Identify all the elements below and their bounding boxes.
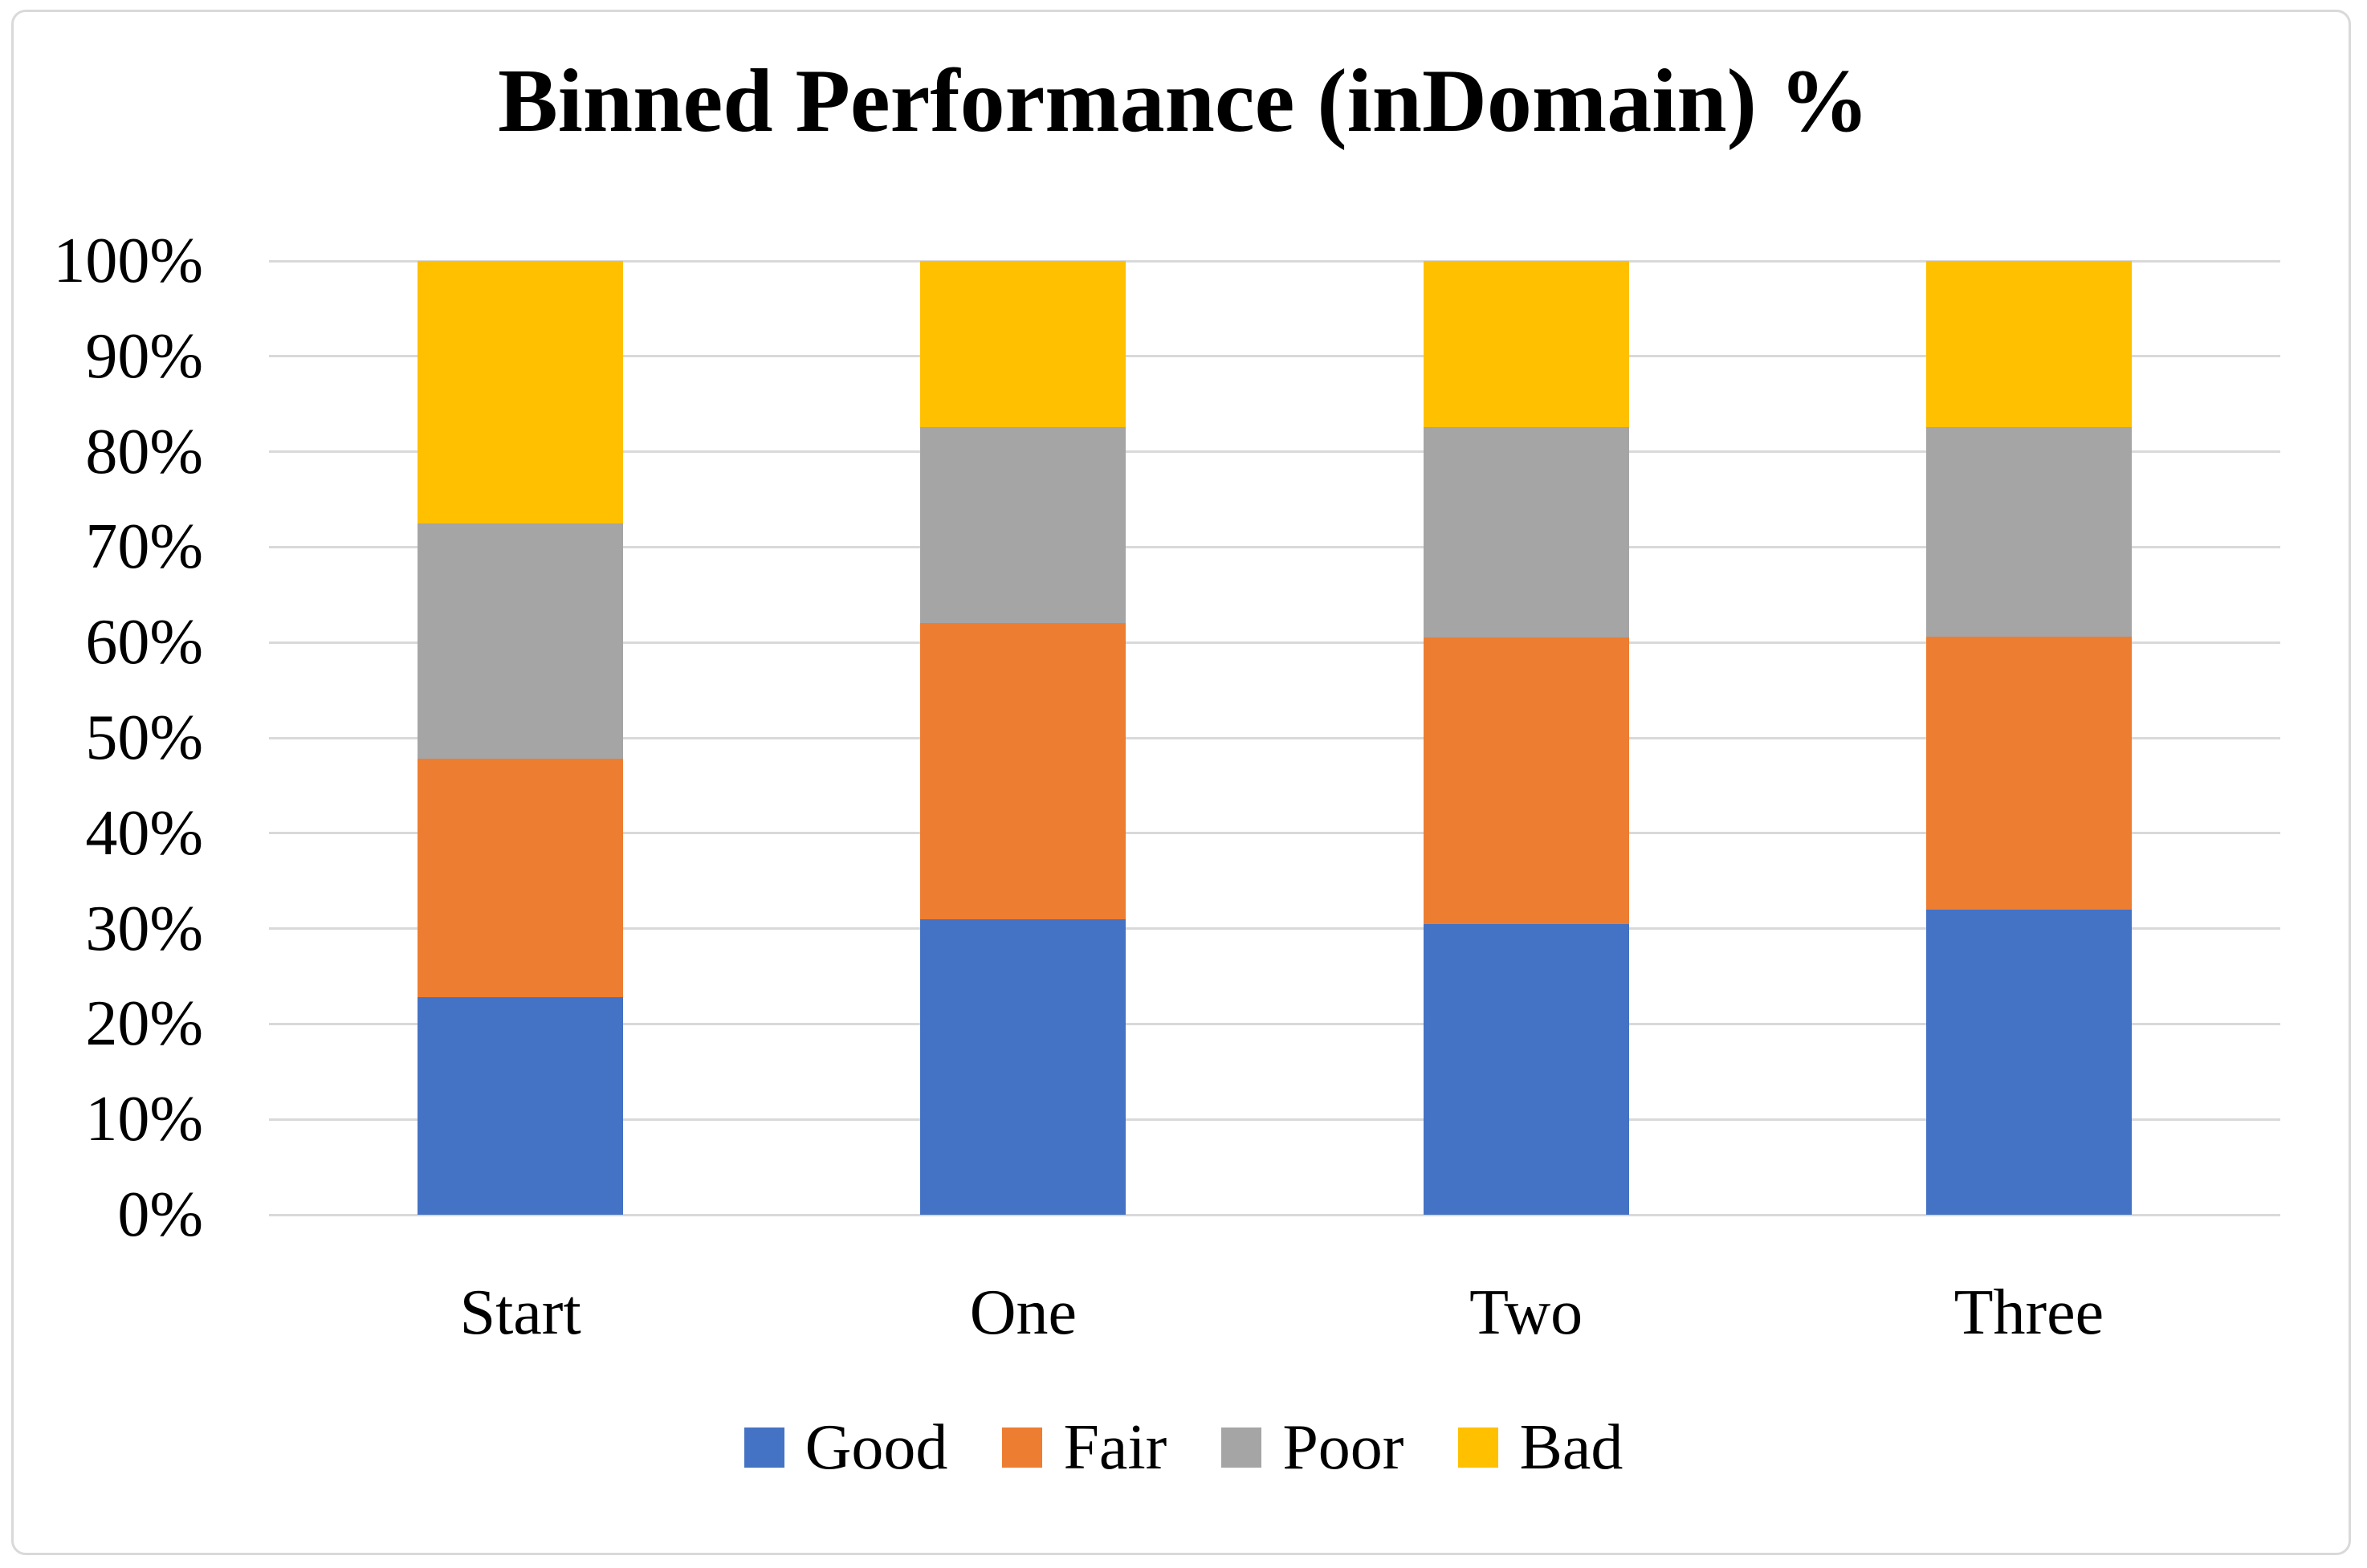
legend-label-poor: Poor xyxy=(1282,1412,1404,1483)
y-tick-label: 70% xyxy=(85,511,203,583)
y-tick-label: 80% xyxy=(85,416,203,487)
y-tick-label: 100% xyxy=(53,226,203,296)
gridline-70% xyxy=(269,545,2280,548)
bar-start-fair xyxy=(418,759,624,998)
y-tick-label: 50% xyxy=(85,703,203,773)
legend-item-poor: Poor xyxy=(1221,1415,1403,1480)
gridline-40% xyxy=(269,832,2280,835)
x-category-label-two: Two xyxy=(1469,1277,1583,1348)
bar-three-poor xyxy=(1925,426,2132,637)
gridline-10% xyxy=(269,1118,2280,1121)
legend: Good Fair Poor Bad xyxy=(0,1415,2367,1480)
legend-label-fair: Fair xyxy=(1063,1412,1167,1483)
legend-item-fair: Fair xyxy=(1002,1415,1167,1480)
legend-swatch-good xyxy=(744,1427,784,1468)
legend-label-good: Good xyxy=(805,1412,948,1483)
bar-start-bad xyxy=(418,261,624,523)
x-category-label-three: Three xyxy=(1953,1277,2104,1348)
bar-one-poor xyxy=(920,426,1126,624)
gridline-50% xyxy=(269,736,2280,739)
bar-one-bad xyxy=(920,261,1126,427)
gridline-20% xyxy=(269,1022,2280,1025)
legend-item-good: Good xyxy=(744,1412,948,1483)
y-tick-label: 60% xyxy=(85,607,203,678)
legend-swatch-bad xyxy=(1458,1427,1499,1468)
legend-label-bad: Bad xyxy=(1519,1412,1623,1483)
y-tick-label: 40% xyxy=(85,797,203,869)
gridline-80% xyxy=(269,450,2280,454)
gridline-60% xyxy=(269,641,2280,644)
x-category-label-start: Start xyxy=(459,1277,581,1348)
bar-three-fair xyxy=(1925,637,2132,910)
y-tick-label: 0% xyxy=(117,1179,203,1250)
bar-three-good xyxy=(1925,909,2132,1215)
x-category-label-one: One xyxy=(969,1277,1078,1348)
legend-item-bad: Bad xyxy=(1458,1415,1623,1480)
y-tick-label: 20% xyxy=(85,988,203,1060)
gridline-100% xyxy=(269,259,2280,263)
y-tick-label: 10% xyxy=(85,1084,203,1155)
bar-two-fair xyxy=(1423,637,1629,924)
bar-start-poor xyxy=(418,523,624,760)
y-tick-label: 30% xyxy=(85,893,203,964)
y-tick-label: 90% xyxy=(85,320,203,392)
bar-one-fair xyxy=(920,623,1126,919)
bar-one-good xyxy=(920,918,1126,1215)
chart-title: Binned Performance (inDomain) % xyxy=(498,51,1869,151)
gridline-90% xyxy=(269,355,2280,358)
bar-three-bad xyxy=(1925,261,2132,427)
bar-two-bad xyxy=(1423,261,1629,427)
gridline-0% xyxy=(269,1213,2280,1216)
bar-start-good xyxy=(418,997,624,1215)
legend-swatch-fair xyxy=(1002,1427,1043,1468)
bar-two-good xyxy=(1423,923,1629,1215)
legend-swatch-poor xyxy=(1221,1427,1262,1468)
bar-two-poor xyxy=(1423,426,1629,638)
gridline-30% xyxy=(269,927,2280,931)
